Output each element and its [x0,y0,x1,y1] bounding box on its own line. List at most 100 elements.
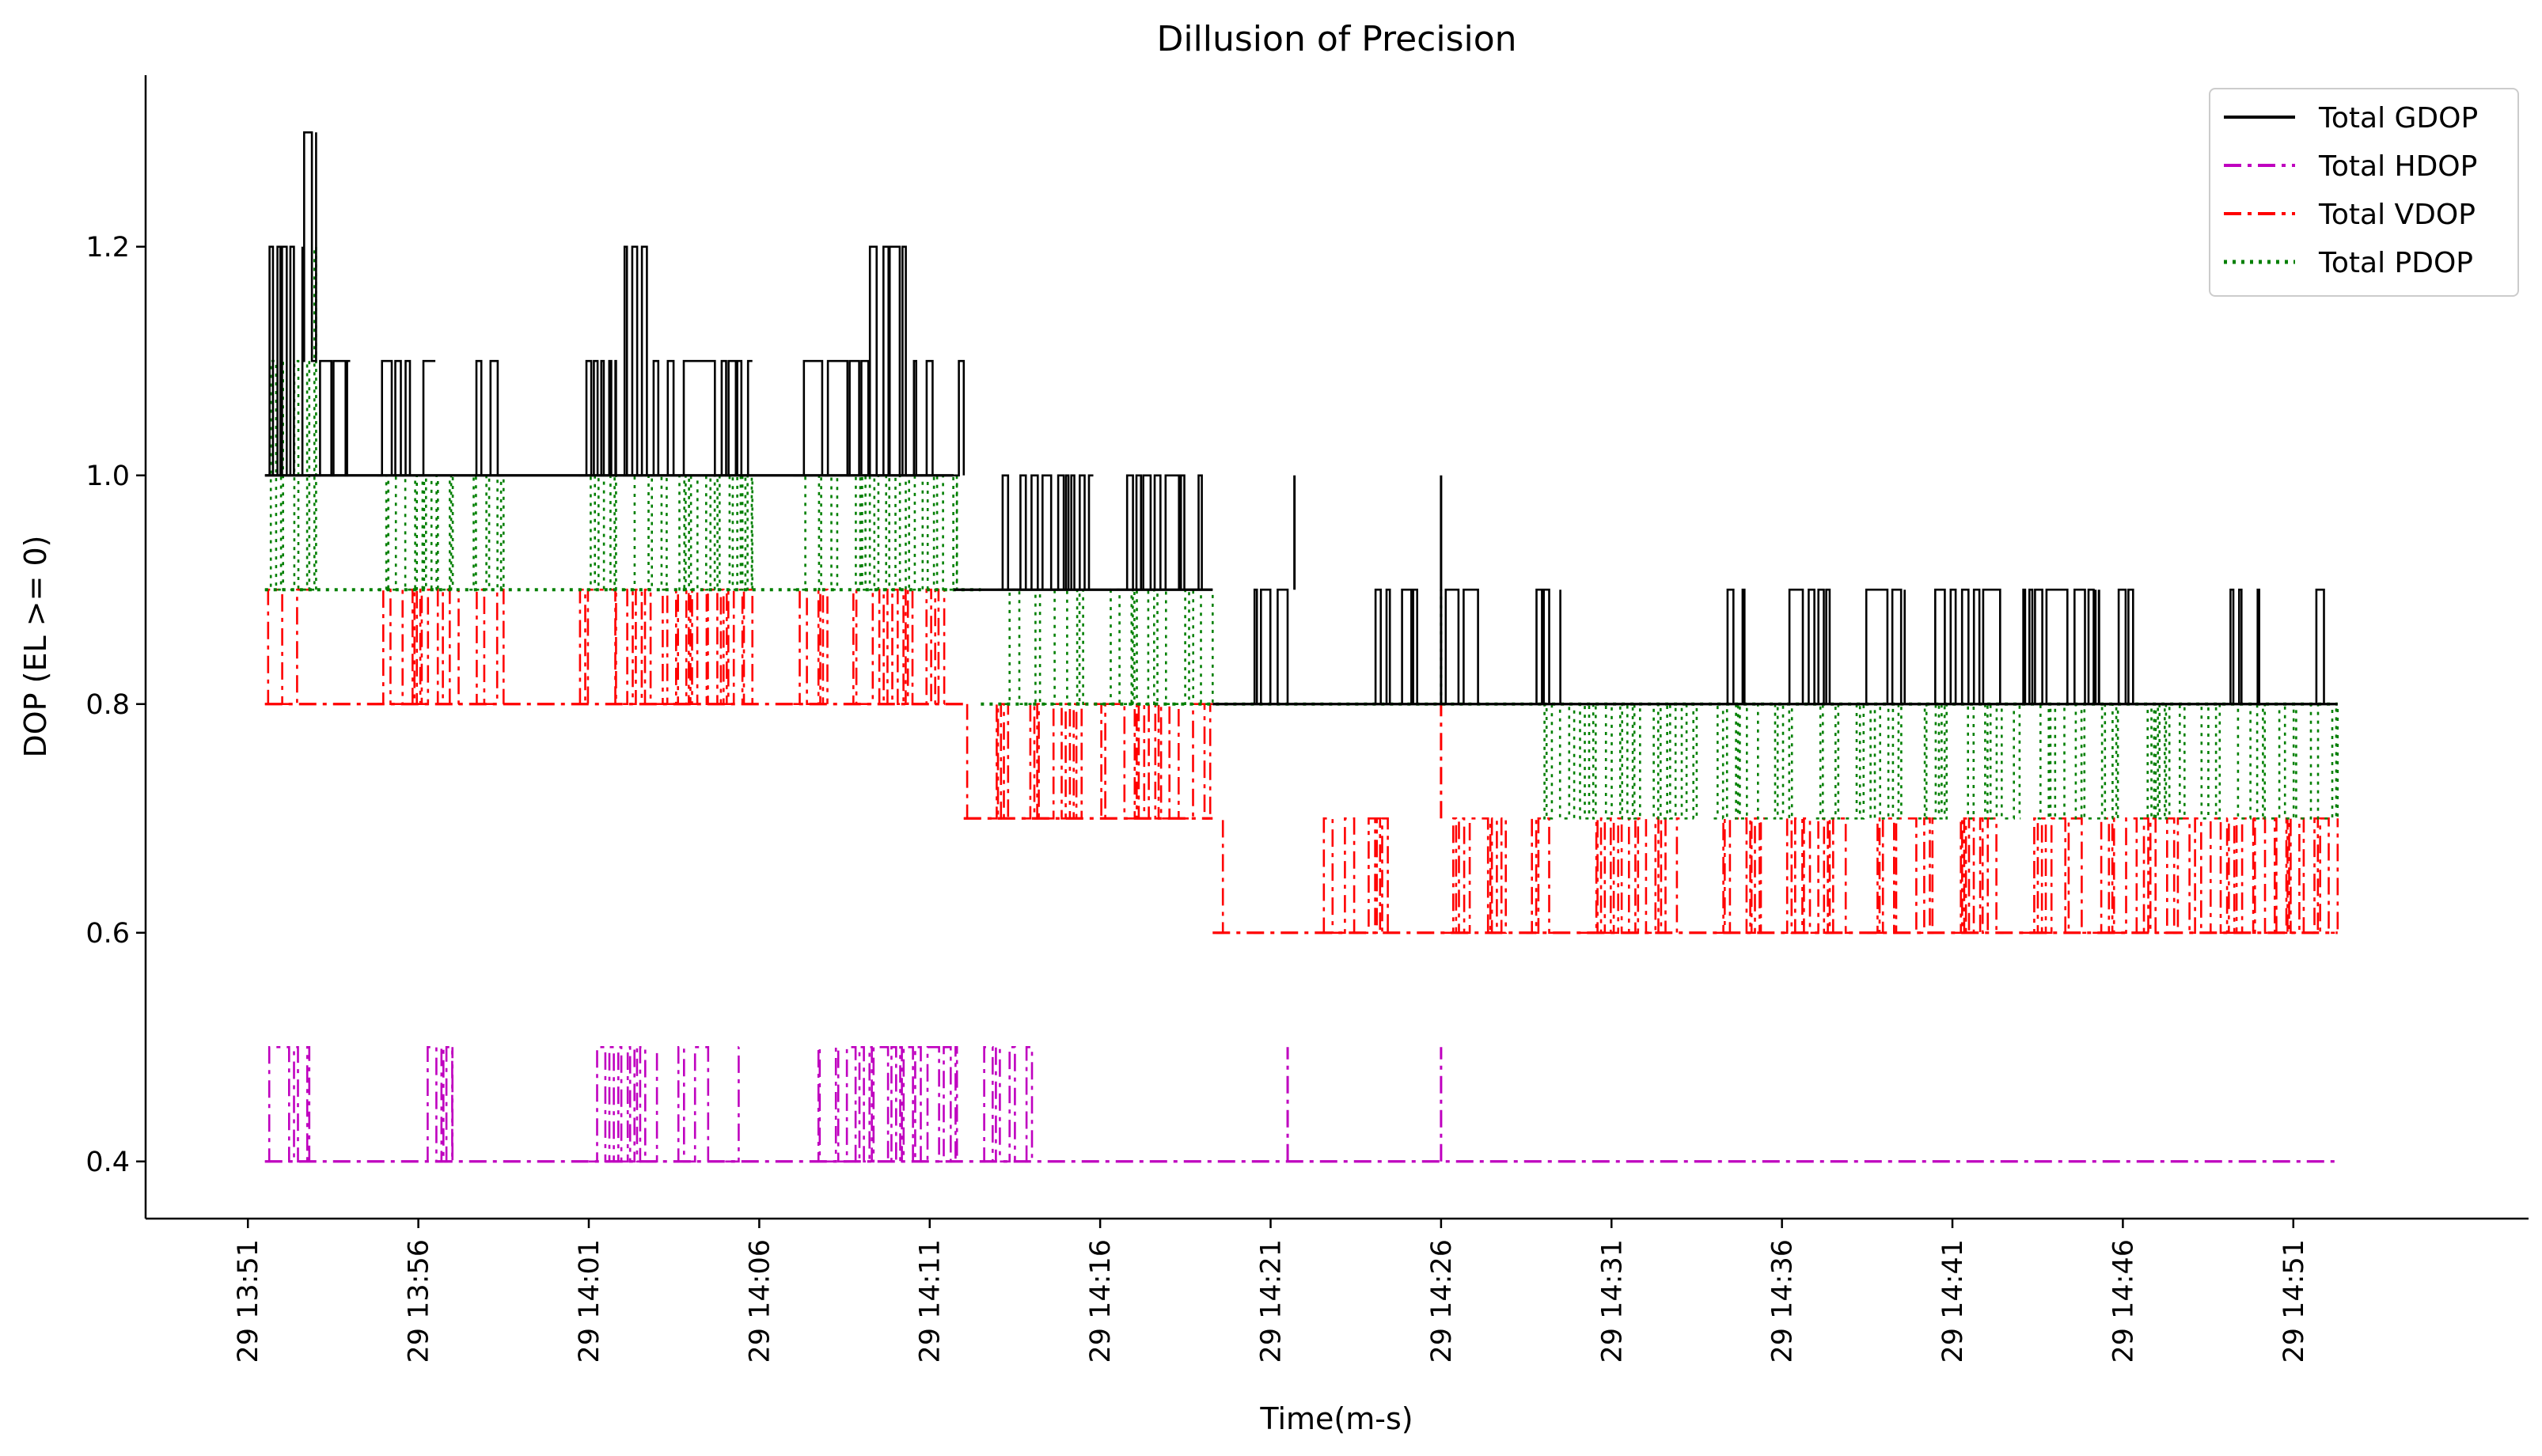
series-band [981,1046,1016,1163]
series-band [623,588,753,705]
series-band [1952,817,2004,935]
series-band [264,1046,311,1163]
series-band [1216,818,1224,935]
series-band [1713,817,1766,935]
legend-label: Total VDOP [2318,199,2476,231]
series-band [1713,703,1800,820]
y-axis-ticks: 0.4 0.6 0.8 1.0 1.2 [85,232,146,1178]
series-band [997,474,1039,591]
series-band [302,131,317,362]
series-band [1004,588,1084,705]
series-band [1543,703,1698,820]
series-total-hdop [264,1046,2338,1163]
series-band [1781,588,1831,705]
x-tick-label: 29 14:41 [1937,1239,1969,1363]
series-band [469,359,504,477]
legend-label: Total GDOP [2318,102,2478,135]
y-tick-label: 0.6 [85,918,130,950]
series-band [793,474,958,591]
series-band [623,245,651,477]
x-tick-label: 29 14:11 [915,1239,947,1363]
series-band [377,588,460,705]
series-band [844,588,947,705]
series-band [264,588,309,705]
series-band [2020,588,2097,705]
series-band [1918,703,2021,820]
series-band [1322,817,1391,935]
x-tick-label: 29 13:56 [404,1239,435,1363]
x-tick-label: 29 14:51 [2278,1239,2310,1363]
legend-box [2209,88,2519,297]
series-band [1025,1046,1034,1163]
series-band [579,359,617,477]
series-band [673,1046,710,1163]
legend-label: Total PDOP [2318,247,2473,279]
series-band [1815,703,1903,820]
x-axis-ticks: 29 13:51 29 13:56 29 14:01 29 14:06 29 14:11… [233,1219,2310,1363]
chart-title: Dillusion of Precision [1156,19,1516,59]
series-total-vdop [264,588,2339,935]
series-band [1526,588,1561,705]
series-band [579,588,617,705]
series-band [1867,817,1936,935]
series-band [377,359,436,477]
series-band [1440,817,1509,935]
series-band [1038,474,1094,591]
series-band [623,474,753,591]
x-axis-label: Time(m-s) [1259,1401,1413,1436]
series-band [1440,588,1479,705]
x-tick-label: 29 14:01 [574,1239,605,1363]
series-band [425,1046,453,1163]
series-band [2225,588,2260,705]
series-band [1860,588,1906,705]
series-band [868,245,907,477]
series-band [589,1046,658,1163]
series-band [316,359,351,477]
x-tick-label: 29 13:51 [233,1239,264,1363]
x-tick-label: 29 14:16 [1085,1239,1117,1363]
x-tick-label: 29 14:21 [1256,1239,1288,1363]
series-band [1928,588,2001,705]
series-band [1526,817,1554,935]
x-tick-label: 29 14:06 [744,1239,776,1363]
series-band [1724,588,1746,705]
series-band [2105,588,2140,705]
series-band [725,1046,740,1163]
legend: Total GDOP Total HDOP Total VDOP Total PDOP [2209,88,2519,297]
y-tick-label: 0.4 [85,1147,130,1178]
series-band [264,245,304,477]
legend-label: Total HDOP [2318,150,2477,183]
series-band [810,1046,958,1163]
y-tick-label: 1.0 [85,461,130,492]
series-total-gdop [264,131,2338,706]
series-band [1781,817,1850,935]
series-band [2139,703,2339,820]
y-tick-label: 0.8 [85,689,130,721]
series-band [2037,703,2123,820]
series-band [793,359,870,477]
series-band [1117,474,1213,591]
series-band [377,474,460,591]
x-tick-label: 29 14:31 [1596,1239,1628,1363]
x-tick-label: 29 14:26 [1426,1239,1458,1363]
series-band [579,474,617,591]
x-tick-label: 29 14:36 [1767,1239,1799,1363]
series-total-pdop [264,245,2339,820]
series-band [991,703,1010,820]
series-band [1025,703,1213,820]
y-tick-label: 1.2 [85,232,130,264]
series-band [469,474,505,591]
series-band [793,588,829,705]
series-band [1577,817,1680,935]
series-band [905,359,966,477]
series-band [650,359,753,477]
y-axis-label: DOP (EL >= 0) [18,535,53,757]
series-band [2020,817,2339,935]
series-band [469,588,505,705]
series-band [1100,588,1214,705]
series-band [1372,588,1418,705]
series-band [2303,588,2325,705]
series-band [1243,588,1289,705]
